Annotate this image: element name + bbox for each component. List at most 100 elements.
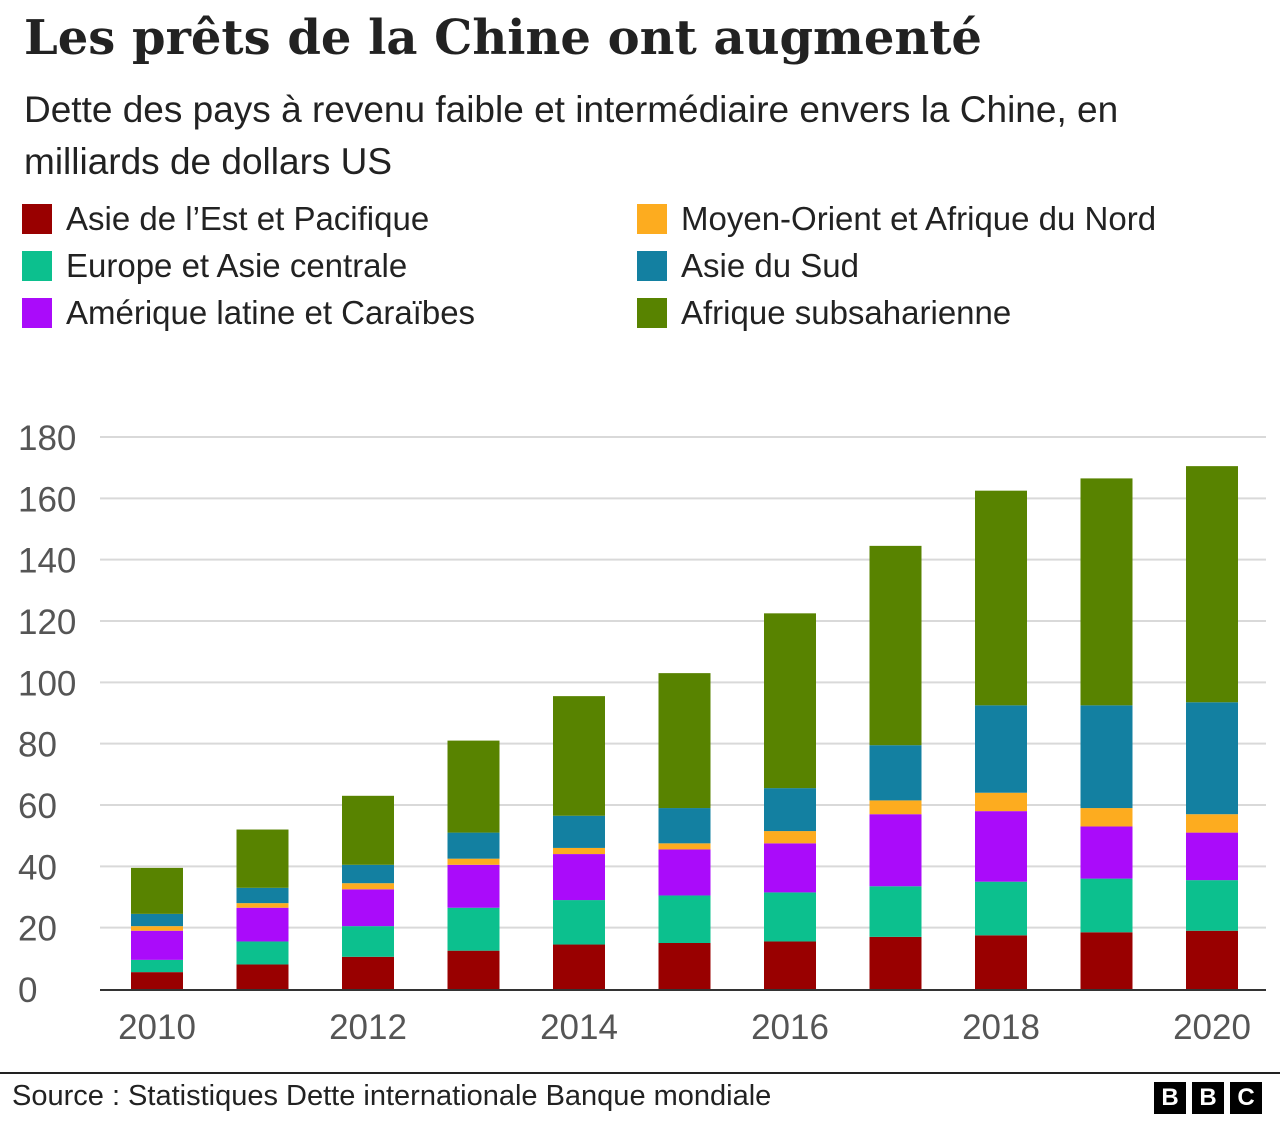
x-tick-label: 2010 (118, 1008, 196, 1047)
bar-segment (869, 814, 922, 887)
bar-segment (1186, 814, 1238, 833)
x-tick-label: 2014 (540, 1008, 618, 1047)
bar-segment (1080, 705, 1133, 809)
bar-segment (869, 800, 922, 815)
bar-segment (342, 889, 394, 927)
bar-segment (1080, 826, 1133, 879)
legend-item-south-asia: Asie du Sud (637, 243, 859, 289)
bbc-logo-letter: C (1230, 1082, 1262, 1114)
bar-segment (342, 864, 394, 884)
legend-item-latin-america-caribbean: Amérique latine et Caraïbes (22, 290, 475, 336)
legend-item-europe-central-asia: Europe et Asie centrale (22, 243, 407, 289)
y-tick-label: 60 (18, 787, 57, 826)
bar-segment (447, 832, 500, 859)
bar-segment (553, 944, 605, 989)
bar-segment (131, 867, 183, 914)
y-tick-label: 160 (18, 480, 76, 519)
bar-segment (764, 788, 816, 832)
x-tick-label: 2016 (751, 1008, 829, 1047)
y-tick-label: 20 (18, 910, 57, 949)
stacked-bar-chart: 0 20 40 60 80 100 120 140 160 180 2010 2012 2014 2016… (18, 419, 1266, 1047)
bbc-logo-letter: B (1192, 1082, 1224, 1114)
bar-segment (447, 950, 500, 989)
bar-segment (869, 745, 922, 801)
bar-segment (1186, 930, 1238, 989)
legend-item-east-asia-pacific: Asie de l’Est et Pacifique (22, 196, 429, 242)
bbc-logo-letter: B (1154, 1082, 1186, 1114)
bar-segment (553, 847, 605, 855)
bbc-logo: B B C (1154, 1082, 1262, 1114)
bar-segment (131, 959, 183, 973)
bar-segment (869, 936, 922, 989)
legend-label: Europe et Asie centrale (66, 247, 408, 284)
chart-title: Les prêts de la Chine ont augmenté (24, 10, 982, 66)
bar-segment (764, 831, 816, 844)
legend-swatch (637, 251, 667, 281)
bar-segment (975, 490, 1027, 706)
bar-segment (131, 926, 183, 931)
bar-segment (975, 881, 1027, 936)
y-tick-label: 0 (18, 971, 37, 1010)
legend-label: Asie du Sud (681, 247, 859, 284)
legend-swatch (22, 204, 52, 234)
bar-segment (131, 930, 183, 960)
y-tick-label: 80 (18, 726, 57, 765)
bar-segment (975, 811, 1027, 882)
legend-item-sub-saharan-africa: Afrique subsaharienne (637, 290, 1011, 336)
bar-segment (975, 935, 1027, 989)
bar-segment (447, 864, 500, 908)
bar-segment (236, 887, 289, 904)
bar-segment (342, 795, 394, 865)
y-tick-label: 120 (18, 603, 76, 642)
bar-segment (447, 740, 500, 833)
bar-segment (1186, 702, 1238, 815)
bar-segment (236, 907, 289, 942)
bar-segment (658, 808, 711, 844)
bar-segment (553, 900, 605, 945)
bar-segment (869, 545, 922, 746)
y-tick-label: 140 (18, 542, 76, 581)
bar-segment (342, 926, 394, 957)
bar-segment (236, 941, 289, 965)
y-tick-label: 180 (18, 419, 76, 458)
legend-label: Afrique subsaharienne (681, 294, 1012, 331)
legend: Asie de l’Est et Pacifique Moyen-Orient … (22, 196, 1272, 346)
bar-segment (869, 886, 922, 937)
legend-label: Amérique latine et Caraïbes (66, 294, 476, 331)
source-note: Source : Statistiques Dette internationa… (12, 1080, 772, 1112)
bar-segment (764, 892, 816, 942)
bar-segment (764, 613, 816, 789)
bar-segment (131, 913, 183, 927)
legend-swatch (22, 251, 52, 281)
chart-subtitle: Dette des pays à revenu faible et interm… (24, 89, 1119, 182)
bar-segment (658, 943, 711, 989)
bar-segment (764, 843, 816, 893)
bar-segment (553, 854, 605, 901)
y-tick-label: 40 (18, 848, 57, 887)
y-tick-label: 100 (18, 664, 76, 703)
bar-segment (553, 815, 605, 848)
bar-segment (553, 696, 605, 816)
bar-segment (447, 907, 500, 951)
footer-divider (0, 1072, 1280, 1074)
bar-segment (975, 792, 1027, 812)
bar-segment (236, 903, 289, 908)
bar-segment (764, 941, 816, 989)
bar-segment (1186, 832, 1238, 881)
x-tick-label: 2020 (1173, 1008, 1251, 1047)
legend-swatch (22, 298, 52, 328)
x-tick-label: 2012 (329, 1008, 407, 1047)
legend-swatch (637, 204, 667, 234)
legend-label: Asie de l’Est et Pacifique (66, 200, 430, 237)
bar-segment (975, 705, 1027, 793)
bar-segment (658, 673, 711, 809)
bar-segment (1186, 466, 1238, 703)
bar-segment (1080, 478, 1133, 706)
bar-segment (1186, 880, 1238, 931)
bar-segment (658, 843, 711, 850)
bar-segment (447, 858, 500, 865)
legend-swatch (637, 298, 667, 328)
legend-item-middle-east-north-africa: Moyen-Orient et Afrique du Nord (637, 196, 1156, 242)
x-tick-label: 2018 (962, 1008, 1040, 1047)
bar-segment (131, 972, 183, 989)
